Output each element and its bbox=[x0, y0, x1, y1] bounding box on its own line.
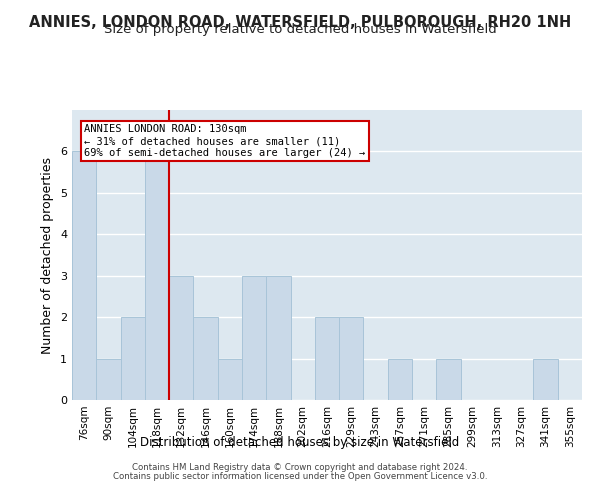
Bar bbox=[72, 152, 96, 400]
Text: ANNIES LONDON ROAD: 130sqm
← 31% of detached houses are smaller (11)
69% of semi: ANNIES LONDON ROAD: 130sqm ← 31% of deta… bbox=[85, 124, 365, 158]
Bar bbox=[96, 358, 121, 400]
Bar bbox=[533, 358, 558, 400]
Bar bbox=[169, 276, 193, 400]
Bar bbox=[339, 317, 364, 400]
Bar bbox=[315, 317, 339, 400]
Text: ANNIES, LONDON ROAD, WATERSFIELD, PULBOROUGH, RH20 1NH: ANNIES, LONDON ROAD, WATERSFIELD, PULBOR… bbox=[29, 15, 571, 30]
Bar bbox=[266, 276, 290, 400]
Bar bbox=[388, 358, 412, 400]
Bar bbox=[242, 276, 266, 400]
Bar bbox=[193, 317, 218, 400]
Text: Distribution of detached houses by size in Watersfield: Distribution of detached houses by size … bbox=[140, 436, 460, 449]
Text: Contains public sector information licensed under the Open Government Licence v3: Contains public sector information licen… bbox=[113, 472, 487, 481]
Bar bbox=[145, 152, 169, 400]
Text: Size of property relative to detached houses in Watersfield: Size of property relative to detached ho… bbox=[104, 22, 496, 36]
Bar bbox=[121, 317, 145, 400]
Y-axis label: Number of detached properties: Number of detached properties bbox=[41, 156, 55, 354]
Bar bbox=[218, 358, 242, 400]
Bar bbox=[436, 358, 461, 400]
Text: Contains HM Land Registry data © Crown copyright and database right 2024.: Contains HM Land Registry data © Crown c… bbox=[132, 464, 468, 472]
